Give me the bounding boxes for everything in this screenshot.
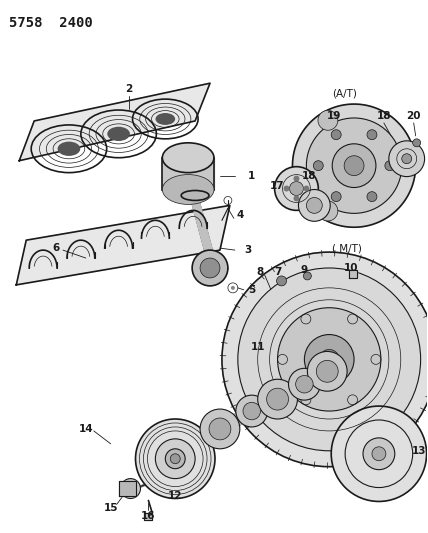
Circle shape [200, 409, 240, 449]
Circle shape [236, 395, 268, 427]
Circle shape [276, 276, 286, 286]
Circle shape [413, 139, 421, 147]
Text: 16: 16 [141, 511, 156, 521]
Text: 18: 18 [302, 171, 317, 181]
Circle shape [289, 182, 303, 196]
Text: 1: 1 [248, 171, 256, 181]
Text: 8: 8 [256, 267, 263, 277]
Circle shape [313, 160, 323, 171]
Polygon shape [162, 158, 214, 190]
Text: 10: 10 [344, 263, 358, 273]
Circle shape [238, 268, 421, 451]
Text: 18: 18 [377, 111, 391, 121]
Text: 12: 12 [168, 491, 182, 502]
Circle shape [288, 368, 320, 400]
Circle shape [294, 196, 300, 201]
Circle shape [165, 449, 185, 469]
Circle shape [209, 418, 231, 440]
Text: 19: 19 [327, 111, 342, 121]
Polygon shape [191, 200, 214, 256]
Circle shape [231, 286, 235, 290]
Polygon shape [119, 481, 136, 496]
Circle shape [331, 192, 341, 201]
Circle shape [304, 335, 354, 384]
Circle shape [318, 201, 338, 221]
Polygon shape [206, 411, 263, 429]
Circle shape [278, 308, 381, 411]
Polygon shape [144, 513, 152, 520]
Circle shape [200, 258, 220, 278]
Circle shape [275, 167, 318, 211]
Circle shape [367, 130, 377, 140]
Circle shape [192, 250, 228, 286]
Ellipse shape [162, 175, 214, 205]
Circle shape [136, 419, 215, 498]
Circle shape [331, 130, 341, 140]
Circle shape [402, 154, 412, 164]
Circle shape [372, 447, 386, 461]
Circle shape [318, 110, 338, 130]
Text: (A/T): (A/T) [332, 88, 357, 98]
Polygon shape [264, 384, 315, 399]
Circle shape [306, 197, 322, 213]
Text: 5758  2400: 5758 2400 [9, 15, 93, 30]
Circle shape [332, 144, 376, 188]
Circle shape [319, 350, 339, 369]
Circle shape [303, 185, 309, 191]
Circle shape [258, 379, 297, 419]
Text: 20: 20 [407, 111, 421, 121]
Text: 11: 11 [250, 343, 265, 352]
Ellipse shape [155, 113, 175, 125]
Circle shape [303, 272, 311, 280]
Circle shape [396, 156, 416, 175]
Polygon shape [16, 205, 230, 285]
Circle shape [344, 156, 364, 175]
Circle shape [222, 252, 428, 467]
Polygon shape [292, 104, 416, 227]
Text: 13: 13 [411, 446, 426, 456]
Ellipse shape [58, 142, 80, 156]
Circle shape [307, 351, 347, 391]
Circle shape [243, 402, 261, 420]
Text: 14: 14 [78, 424, 93, 434]
Polygon shape [293, 372, 341, 384]
Text: 9: 9 [301, 265, 308, 275]
Circle shape [331, 406, 427, 502]
Polygon shape [349, 270, 357, 278]
Circle shape [170, 454, 180, 464]
Circle shape [367, 192, 377, 201]
Circle shape [306, 118, 402, 213]
Text: 4: 4 [236, 211, 244, 220]
Circle shape [296, 375, 313, 393]
Circle shape [363, 438, 395, 470]
Circle shape [267, 388, 288, 410]
Circle shape [294, 175, 300, 182]
Text: 3: 3 [244, 245, 251, 255]
Text: 2: 2 [125, 84, 132, 94]
Circle shape [283, 185, 289, 191]
Circle shape [385, 160, 395, 171]
Text: 17: 17 [270, 181, 285, 190]
Circle shape [389, 141, 425, 176]
Circle shape [316, 360, 338, 382]
Text: 7: 7 [274, 267, 281, 277]
Text: 15: 15 [104, 503, 118, 513]
Circle shape [298, 190, 330, 221]
Ellipse shape [107, 127, 130, 141]
Polygon shape [241, 399, 291, 411]
Ellipse shape [181, 190, 209, 200]
Text: ( M/T): ( M/T) [332, 243, 362, 253]
Ellipse shape [162, 143, 214, 173]
Polygon shape [19, 83, 210, 160]
Text: 5: 5 [248, 285, 256, 295]
Circle shape [155, 439, 195, 479]
Circle shape [121, 479, 140, 498]
Text: 6: 6 [52, 243, 59, 253]
